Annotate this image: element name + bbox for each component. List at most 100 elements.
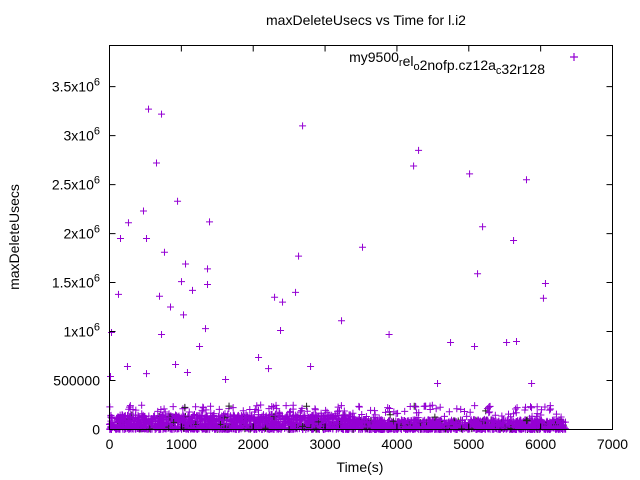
data-point [428,401,436,409]
data-point [255,354,263,361]
data-point [386,411,394,419]
data-point [169,403,177,411]
data-point [279,298,287,306]
data-point [350,413,358,421]
data-point [523,417,531,425]
data-points [106,105,570,433]
data-point [355,402,363,410]
data-point [491,411,499,419]
data-point [270,412,278,420]
data-point [315,422,323,430]
data-point [420,402,428,410]
data-point [523,416,531,424]
data-point [499,420,507,428]
x-tick-label: 3000 [309,436,340,452]
data-point [160,248,168,256]
data-point [382,408,390,416]
data-point [470,421,478,429]
x-axis: 0 1000 2000 3000 4000 5000 6000 7000 [106,45,628,452]
data-point [377,424,385,432]
data-point [159,420,167,428]
data-point [282,402,290,410]
data-point [229,404,237,412]
data-point [445,408,453,416]
data-point [321,414,329,422]
data-point [385,330,393,338]
data-point [513,404,521,412]
data-point [123,421,131,429]
data-point [172,413,180,421]
data-point [253,402,261,410]
data-point [167,303,175,311]
data-point [262,424,270,432]
data-point [526,403,534,411]
data-point [152,159,160,167]
data-point [298,415,306,423]
data-point [207,402,215,410]
data-point [440,412,448,420]
data-point [402,424,410,432]
data-point [483,405,491,413]
y-tick-label: 2.5x106 [52,175,100,193]
data-point [466,170,474,178]
data-point [512,409,520,417]
data-point [385,421,393,429]
data-point [307,363,315,371]
data-point [231,413,238,421]
data-point [222,376,230,384]
data-point [187,415,195,423]
data-point [240,418,248,426]
data-point [160,405,168,413]
data-point [181,403,189,411]
data-point [457,417,465,425]
data-point [523,424,531,432]
data-point [265,421,273,429]
data-point [512,338,520,346]
data-point [278,420,286,428]
data-point [333,412,341,420]
data-point [547,419,555,427]
data-point [124,412,132,420]
data-point [466,408,474,416]
data-point [116,234,124,242]
data-point [505,410,513,418]
data-point [201,415,209,423]
data-point [479,223,487,231]
data-point [183,368,191,376]
data-point [181,418,189,426]
data-point [541,403,549,411]
x-tick-label: 0 [106,436,114,452]
data-point [421,424,429,432]
data-point [492,418,500,426]
data-point [410,162,418,170]
data-point [389,417,397,425]
data-point [202,325,210,333]
data-point [303,407,311,415]
y-tick-label: 0 [92,422,100,438]
data-point [196,422,204,430]
data-point [204,281,212,289]
data-point [384,404,392,412]
data-point [295,252,303,260]
data-point [273,405,281,413]
data-point [358,410,366,418]
data-point [450,425,458,433]
data-point [251,408,259,416]
data-point [357,421,365,429]
data-point [180,414,188,422]
data-point [456,422,464,430]
data-point [206,218,214,226]
data-point [557,413,565,421]
legend: my9500relo2nofp.cz12ac32r128 [349,49,578,77]
data-point [188,414,196,422]
data-point [271,293,279,301]
data-point [471,343,479,351]
data-point [158,412,166,420]
y-axis: 0 500000 1x106 1.5x106 2x106 2.5x106 3x106 3.5x… [52,77,613,438]
data-point [458,425,466,433]
data-point [293,425,301,433]
data-point [474,270,482,278]
data-point [185,408,193,416]
data-point [209,411,217,419]
data-point [115,416,123,424]
